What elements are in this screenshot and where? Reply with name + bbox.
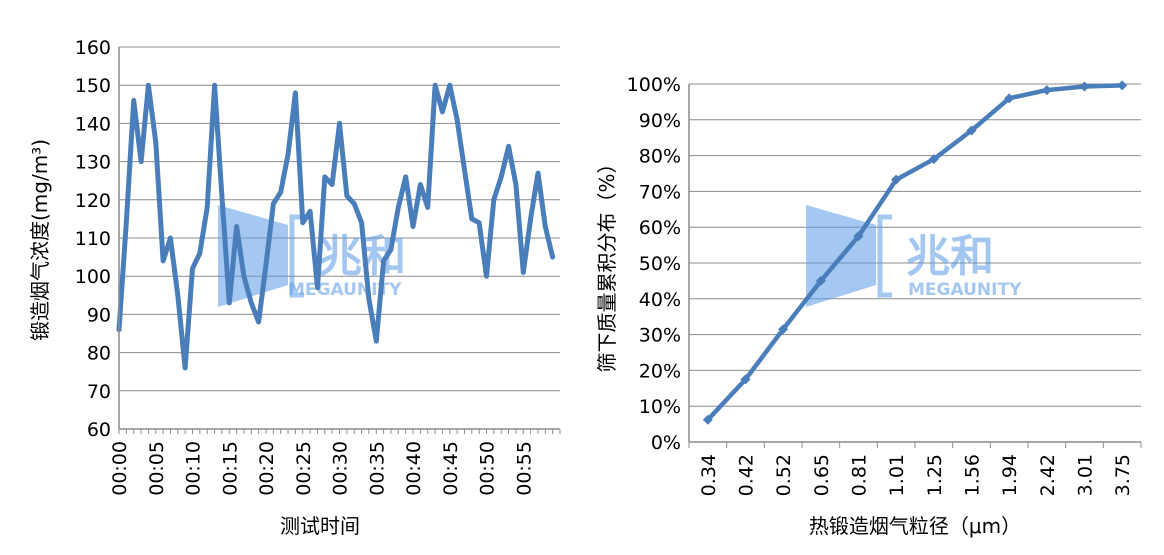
c1-y-tick-label: 80 bbox=[87, 343, 111, 365]
c1-x-tick-label: 00:40 bbox=[403, 441, 425, 496]
c1-y-axis-label: 锻造烟气浓度(mg/m³) bbox=[28, 139, 52, 341]
c1-x-tick-label: 00:50 bbox=[477, 441, 499, 496]
c2-x-tick-label: 0.52 bbox=[773, 454, 795, 496]
c1-x-tick-labels: 00:00 00:05 00:10 00:15 00:20 00:25 00:30 00:35… bbox=[109, 441, 535, 496]
c2-data-point bbox=[853, 231, 864, 242]
c1-x-tick-label: 00:10 bbox=[183, 441, 205, 496]
c1-y-tick-label: 160 bbox=[75, 37, 111, 59]
c2-x-tick-label: 0.42 bbox=[736, 454, 758, 496]
c2-y-tick-label: 100% bbox=[627, 74, 681, 96]
c2-series bbox=[702, 80, 1128, 425]
c1-x-tick-label: 00:30 bbox=[330, 441, 352, 496]
c1-x-tick-label: 00:35 bbox=[366, 441, 388, 496]
c2-series-line bbox=[706, 83, 1123, 422]
c1-y-tick-label: 60 bbox=[87, 419, 111, 441]
c1-x-tick-label: 00:45 bbox=[440, 441, 462, 496]
c2-y-tick-label: 90% bbox=[639, 110, 681, 132]
c2-x-tick-label: 0.81 bbox=[849, 454, 871, 496]
watermark-latin: MEGAUNITY bbox=[288, 280, 402, 300]
c1-x-tick-label: 00:20 bbox=[256, 441, 278, 496]
c1-x-tick-label: 00:25 bbox=[293, 441, 315, 496]
c2-data-point bbox=[1079, 81, 1090, 92]
c1-y-tick-label: 90 bbox=[87, 304, 111, 326]
c2-x-tick-label: 0.65 bbox=[811, 454, 833, 496]
c1-x-tick-label: 00:00 bbox=[109, 441, 131, 496]
c2-data-point bbox=[702, 414, 713, 425]
c2-data-point bbox=[740, 374, 751, 385]
c2-x-tick-label: 2.42 bbox=[1037, 454, 1059, 496]
c1-x-tick-label: 00:05 bbox=[146, 441, 168, 496]
c1-y-tick-label: 120 bbox=[75, 190, 111, 212]
watermark-chinese: 兆和 bbox=[906, 231, 994, 282]
c2-data-point bbox=[1117, 80, 1128, 91]
c1-x-axis-label: 测试时间 bbox=[280, 514, 360, 538]
c2-data-point bbox=[778, 324, 789, 335]
c2-data-point bbox=[1004, 93, 1015, 104]
watermark-bracket bbox=[877, 214, 892, 298]
c2-x-tick-label: 1.01 bbox=[886, 454, 908, 496]
c1-y-tick-label: 110 bbox=[75, 228, 111, 250]
c1-y-tick-label: 130 bbox=[75, 152, 111, 174]
c2-x-tick-label: 3.01 bbox=[1075, 454, 1097, 496]
c2-x-tick-labels: 0.34 0.42 0.52 0.65 0.81 1.01 1.25 1.56 1.94 2.42… bbox=[698, 454, 1134, 496]
c2-y-tick-label: 80% bbox=[639, 146, 681, 168]
c1-series bbox=[116, 82, 556, 371]
c1-x-tick-label: 00:15 bbox=[219, 441, 241, 496]
chart-concentration: 60 70 80 90 100 110 120 130 140 150 160 00:00 00:05… bbox=[28, 37, 561, 538]
chart-particle-size: 0%10%20%30%40%50%60%70%80%90%100% 0.34 0.… bbox=[595, 74, 1142, 538]
c2-y-axis-label: 筛下质量累积分布（%） bbox=[595, 153, 619, 372]
c1-y-tick-label: 70 bbox=[87, 381, 111, 403]
c2-y-tick-label: 10% bbox=[639, 396, 681, 418]
c2-data-point bbox=[966, 125, 977, 136]
c2-data-point bbox=[815, 275, 826, 286]
c2-y-tick-label: 30% bbox=[639, 325, 681, 347]
c2-data-point bbox=[891, 174, 902, 185]
c2-y-tick-labels: 0% 10% 20% 30% 40% 50% 60% 70% 80% 90% 100% bbox=[627, 74, 681, 454]
c2-y-tick-label: 40% bbox=[639, 289, 681, 311]
watermark-bracket bbox=[289, 214, 304, 298]
c2-x-tick-label: 0.34 bbox=[698, 454, 720, 496]
c2-y-tick-label: 20% bbox=[639, 360, 681, 382]
c1-y-tick-label: 140 bbox=[75, 113, 111, 135]
c2-y-tick-label: 0% bbox=[651, 432, 681, 454]
c2-y-tick-label: 50% bbox=[639, 253, 681, 275]
c2-data-point bbox=[1041, 85, 1052, 96]
c1-y-tick-labels: 60 70 80 90 100 110 120 130 140 150 160 bbox=[75, 37, 111, 441]
watermark-latin: MEGAUNITY bbox=[908, 280, 1022, 300]
c2-x-tick-label: 1.94 bbox=[999, 454, 1021, 496]
c2-x-axis-label: 热锻造烟气粒径（μm） bbox=[809, 514, 1021, 538]
c2-x-tick-label: 3.75 bbox=[1112, 454, 1134, 496]
c1-gridlines bbox=[118, 46, 561, 434]
c1-x-tick-label: 00:55 bbox=[513, 441, 535, 496]
c2-x-tick-label: 1.25 bbox=[924, 454, 946, 496]
c1-y-tick-label: 150 bbox=[75, 75, 111, 97]
c1-series-line bbox=[116, 82, 556, 371]
c2-data-point bbox=[928, 154, 939, 165]
c1-y-tick-label: 100 bbox=[75, 266, 111, 288]
c2-y-tick-label: 60% bbox=[639, 217, 681, 239]
watermark-logo-right: 兆和 MEGAUNITY bbox=[806, 205, 1022, 307]
c2-y-tick-label: 70% bbox=[639, 181, 681, 203]
c2-x-tick-label: 1.56 bbox=[962, 454, 984, 496]
c2-gridlines bbox=[688, 83, 1142, 448]
